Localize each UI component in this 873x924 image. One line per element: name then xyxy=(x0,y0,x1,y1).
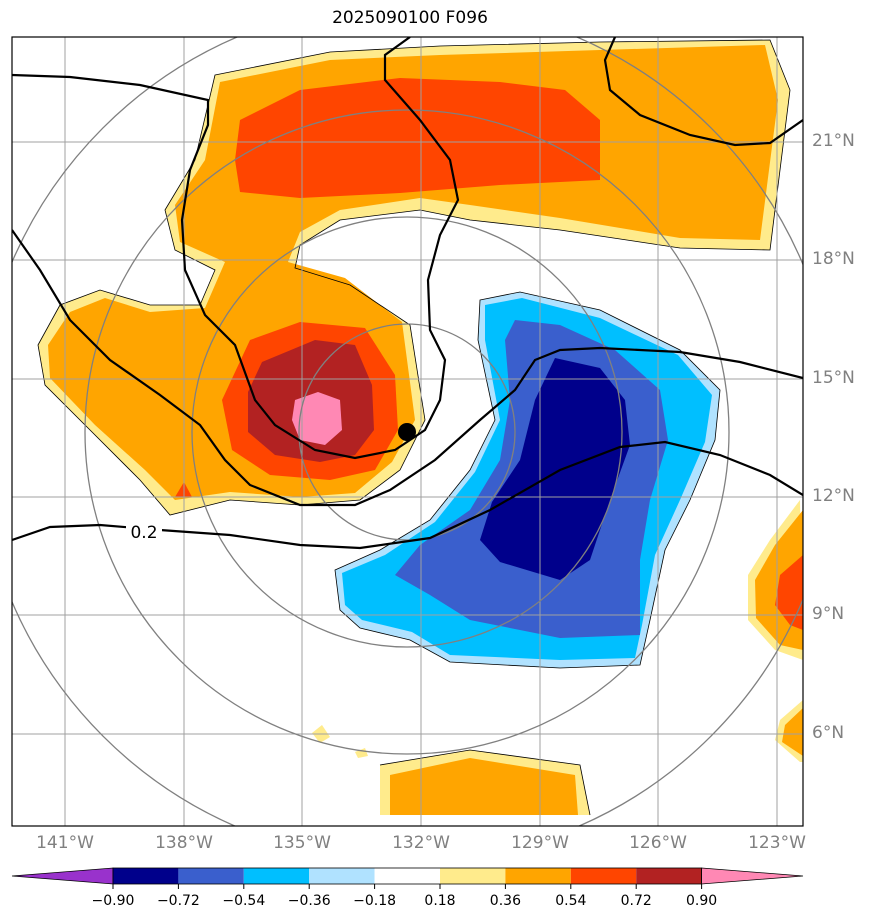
colorbar-frame xyxy=(112,867,702,885)
colorbar-tick-label: −0.54 xyxy=(222,893,266,909)
lat-label-21n: 21°N xyxy=(812,131,855,151)
colorbar-segment xyxy=(374,868,440,884)
graticule xyxy=(12,37,803,826)
lat-label-9n: 9°N xyxy=(812,604,845,624)
lat-label-12n: 12°N xyxy=(812,486,855,506)
colorbar-segment xyxy=(113,868,179,884)
colorbar-segment xyxy=(570,868,637,884)
colorbar-segment xyxy=(309,868,375,884)
contour-label: 0.2 xyxy=(130,523,157,543)
colorbar-tick-label: 0.36 xyxy=(489,893,521,909)
colorbar-extend-low xyxy=(11,867,114,885)
colorbar-tick-label: 0.18 xyxy=(424,893,456,909)
lon-label-141w: 141°W xyxy=(36,833,94,853)
negative-anomaly-region xyxy=(335,292,720,668)
colorbar-segment xyxy=(243,868,310,884)
lon-label-138w: 138°W xyxy=(155,833,213,853)
streamline-contours xyxy=(12,37,803,550)
lon-label-126w: 126°W xyxy=(629,833,687,853)
lon-label-135w: 135°W xyxy=(273,833,331,853)
plot-frame xyxy=(11,36,804,827)
map-title: 2025090100 F096 xyxy=(332,8,488,28)
colorbar-tick-label: 0.90 xyxy=(686,893,718,909)
positive-anomaly-region xyxy=(38,40,803,815)
lon-label-132w: 132°W xyxy=(392,833,450,853)
colorbar-tick-label: 0.72 xyxy=(620,893,652,909)
colorbar-tick-label: −0.90 xyxy=(91,893,135,909)
colorbar xyxy=(11,867,804,889)
lon-label-123w: 123°W xyxy=(748,833,806,853)
colorbar-segment xyxy=(178,868,244,884)
lat-label-18n: 18°N xyxy=(812,249,855,269)
range-rings xyxy=(12,37,803,826)
colorbar-tick-label: −0.36 xyxy=(287,893,331,909)
lat-label-6n: 6°N xyxy=(812,723,845,743)
colorbar-segment xyxy=(440,868,506,884)
colorbar-segments xyxy=(11,867,804,885)
colorbar-tick-label: −0.18 xyxy=(353,893,397,909)
colorbar-tick-label: 0.54 xyxy=(555,893,587,909)
colorbar-tick-marks xyxy=(112,884,703,889)
colorbar-tick-label: −0.72 xyxy=(156,893,200,909)
lon-label-129w: 129°W xyxy=(511,833,569,853)
colorbar-segment xyxy=(505,868,571,884)
colorbar-segment xyxy=(636,868,702,884)
lat-label-15n: 15°N xyxy=(812,368,855,388)
colorbar-extend-high xyxy=(701,867,804,885)
storm-center-dot xyxy=(398,423,416,441)
